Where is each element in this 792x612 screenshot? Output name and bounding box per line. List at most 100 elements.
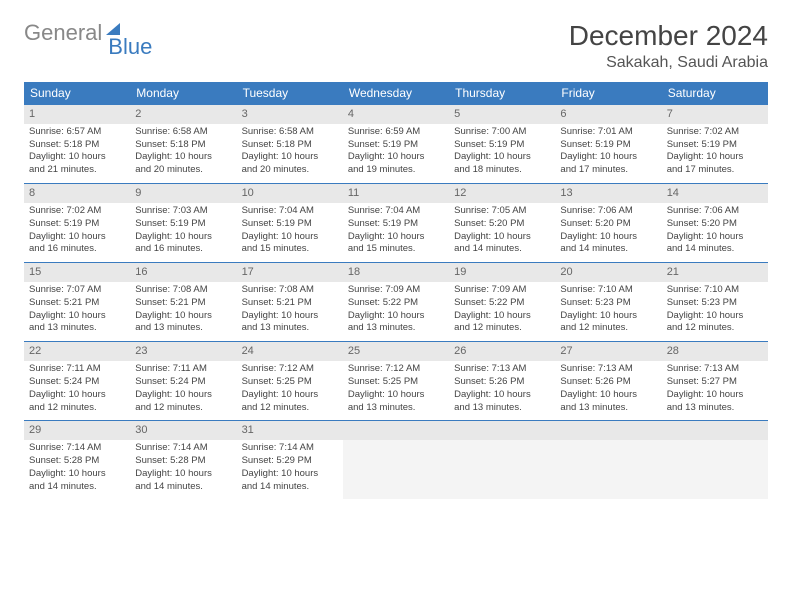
day-number: 2 (130, 105, 236, 124)
sunrise-text: Sunrise: 7:14 AM (242, 442, 338, 455)
calendar-week-row: 29Sunrise: 7:14 AMSunset: 5:28 PMDayligh… (24, 421, 768, 500)
daylight-text: and 13 minutes. (348, 322, 444, 335)
daylight-text: and 14 minutes. (29, 481, 125, 494)
daylight-text: and 15 minutes. (242, 243, 338, 256)
sunrise-text: Sunrise: 7:08 AM (135, 284, 231, 297)
day-number: 11 (343, 184, 449, 203)
daylight-text: Daylight: 10 hours (29, 151, 125, 164)
calendar-day-cell: 13Sunrise: 7:06 AMSunset: 5:20 PMDayligh… (555, 184, 661, 263)
daylight-text: and 14 minutes. (135, 481, 231, 494)
calendar-day-cell: 2Sunrise: 6:58 AMSunset: 5:18 PMDaylight… (130, 105, 236, 184)
sunset-text: Sunset: 5:20 PM (667, 218, 763, 231)
sunrise-text: Sunrise: 7:12 AM (242, 363, 338, 376)
month-title: December 2024 (569, 20, 768, 52)
calendar-day-cell: 22Sunrise: 7:11 AMSunset: 5:24 PMDayligh… (24, 342, 130, 421)
daylight-text: and 14 minutes. (560, 243, 656, 256)
daylight-text: and 13 minutes. (242, 322, 338, 335)
daylight-text: Daylight: 10 hours (29, 389, 125, 402)
daylight-text: and 12 minutes. (135, 402, 231, 415)
weekday-header: Thursday (449, 82, 555, 105)
daylight-text: Daylight: 10 hours (560, 231, 656, 244)
sunrise-text: Sunrise: 7:01 AM (560, 126, 656, 139)
sunrise-text: Sunrise: 7:09 AM (348, 284, 444, 297)
day-number: 26 (449, 342, 555, 361)
sunrise-text: Sunrise: 7:07 AM (29, 284, 125, 297)
calendar-day-cell (449, 421, 555, 500)
daylight-text: Daylight: 10 hours (242, 151, 338, 164)
calendar-day-cell: 5Sunrise: 7:00 AMSunset: 5:19 PMDaylight… (449, 105, 555, 184)
calendar-day-cell: 24Sunrise: 7:12 AMSunset: 5:25 PMDayligh… (237, 342, 343, 421)
sunrise-text: Sunrise: 7:04 AM (348, 205, 444, 218)
day-number: 15 (24, 263, 130, 282)
calendar-week-row: 15Sunrise: 7:07 AMSunset: 5:21 PMDayligh… (24, 263, 768, 342)
daylight-text: Daylight: 10 hours (348, 389, 444, 402)
calendar-day-cell: 16Sunrise: 7:08 AMSunset: 5:21 PMDayligh… (130, 263, 236, 342)
calendar-day-cell: 11Sunrise: 7:04 AMSunset: 5:19 PMDayligh… (343, 184, 449, 263)
daylight-text: Daylight: 10 hours (135, 231, 231, 244)
day-number: 12 (449, 184, 555, 203)
sunrise-text: Sunrise: 7:13 AM (667, 363, 763, 376)
daylight-text: and 19 minutes. (348, 164, 444, 177)
daylight-text: and 12 minutes. (454, 322, 550, 335)
daylight-text: and 20 minutes. (242, 164, 338, 177)
day-number (555, 421, 661, 440)
calendar-week-row: 22Sunrise: 7:11 AMSunset: 5:24 PMDayligh… (24, 342, 768, 421)
sunset-text: Sunset: 5:20 PM (454, 218, 550, 231)
daylight-text: Daylight: 10 hours (348, 231, 444, 244)
weekday-header: Sunday (24, 82, 130, 105)
daylight-text: and 20 minutes. (135, 164, 231, 177)
calendar-table: SundayMondayTuesdayWednesdayThursdayFrid… (24, 82, 768, 499)
header: General Blue December 2024 Sakakah, Saud… (24, 20, 768, 72)
sunset-text: Sunset: 5:26 PM (560, 376, 656, 389)
sunrise-text: Sunrise: 7:14 AM (135, 442, 231, 455)
sunset-text: Sunset: 5:23 PM (667, 297, 763, 310)
daylight-text: and 15 minutes. (348, 243, 444, 256)
daylight-text: and 13 minutes. (667, 402, 763, 415)
calendar-day-cell (343, 421, 449, 500)
sunset-text: Sunset: 5:19 PM (242, 218, 338, 231)
sunrise-text: Sunrise: 7:11 AM (29, 363, 125, 376)
day-number: 16 (130, 263, 236, 282)
daylight-text: Daylight: 10 hours (667, 389, 763, 402)
day-number: 19 (449, 263, 555, 282)
sunrise-text: Sunrise: 6:58 AM (242, 126, 338, 139)
sunrise-text: Sunrise: 6:59 AM (348, 126, 444, 139)
calendar-day-cell (555, 421, 661, 500)
day-number: 20 (555, 263, 661, 282)
sunset-text: Sunset: 5:19 PM (348, 139, 444, 152)
daylight-text: Daylight: 10 hours (242, 468, 338, 481)
calendar-day-cell: 17Sunrise: 7:08 AMSunset: 5:21 PMDayligh… (237, 263, 343, 342)
weekday-header: Saturday (662, 82, 768, 105)
calendar-body: 1Sunrise: 6:57 AMSunset: 5:18 PMDaylight… (24, 105, 768, 500)
logo-text-blue: Blue (108, 34, 152, 60)
daylight-text: Daylight: 10 hours (667, 151, 763, 164)
sunset-text: Sunset: 5:24 PM (135, 376, 231, 389)
daylight-text: and 12 minutes. (242, 402, 338, 415)
calendar-day-cell: 12Sunrise: 7:05 AMSunset: 5:20 PMDayligh… (449, 184, 555, 263)
daylight-text: and 14 minutes. (454, 243, 550, 256)
sunset-text: Sunset: 5:20 PM (560, 218, 656, 231)
daylight-text: Daylight: 10 hours (348, 151, 444, 164)
calendar-day-cell: 4Sunrise: 6:59 AMSunset: 5:19 PMDaylight… (343, 105, 449, 184)
sunset-text: Sunset: 5:19 PM (667, 139, 763, 152)
day-number: 13 (555, 184, 661, 203)
daylight-text: Daylight: 10 hours (667, 231, 763, 244)
weekday-header: Monday (130, 82, 236, 105)
daylight-text: and 17 minutes. (560, 164, 656, 177)
sunset-text: Sunset: 5:18 PM (135, 139, 231, 152)
calendar-week-row: 8Sunrise: 7:02 AMSunset: 5:19 PMDaylight… (24, 184, 768, 263)
daylight-text: and 18 minutes. (454, 164, 550, 177)
daylight-text: Daylight: 10 hours (135, 389, 231, 402)
calendar-day-cell: 6Sunrise: 7:01 AMSunset: 5:19 PMDaylight… (555, 105, 661, 184)
daylight-text: Daylight: 10 hours (454, 231, 550, 244)
day-number: 27 (555, 342, 661, 361)
day-number: 22 (24, 342, 130, 361)
day-number: 23 (130, 342, 236, 361)
calendar-day-cell: 3Sunrise: 6:58 AMSunset: 5:18 PMDaylight… (237, 105, 343, 184)
day-number: 6 (555, 105, 661, 124)
daylight-text: Daylight: 10 hours (242, 231, 338, 244)
sunset-text: Sunset: 5:28 PM (135, 455, 231, 468)
day-number: 8 (24, 184, 130, 203)
sunset-text: Sunset: 5:25 PM (242, 376, 338, 389)
daylight-text: and 13 minutes. (348, 402, 444, 415)
